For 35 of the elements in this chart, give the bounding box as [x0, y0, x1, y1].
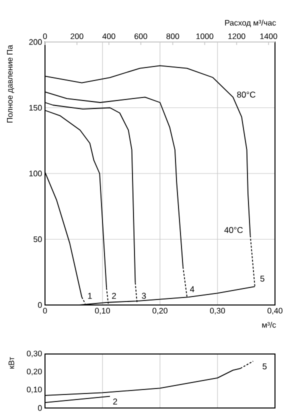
x2-tick-label: 1000	[196, 33, 214, 40]
annotation: 2	[112, 292, 116, 299]
annotation: 1	[88, 292, 92, 299]
y-tick-label: 50	[34, 236, 42, 242]
annotation: 3	[142, 292, 146, 299]
x-tick-label: 0,10	[95, 308, 110, 314]
x2-tick-label: 1200	[228, 33, 246, 40]
y-tick-label: 0	[38, 405, 42, 411]
y-tick-label: 0,30	[26, 350, 42, 358]
x2-axis-title: Расход м³/час	[225, 20, 276, 28]
x-tick-label: 0	[43, 308, 47, 314]
x2-tick-label: 200	[70, 33, 84, 40]
x2-tick-label: 600	[134, 33, 148, 40]
annotation: 4	[190, 286, 194, 292]
x-axis-title: м³/с	[262, 322, 276, 328]
x-tick-label: 0,30	[210, 308, 225, 314]
x2-tick-label: 800	[166, 33, 180, 40]
y-tick-label: 0,20	[26, 368, 42, 376]
x-tick-label: 0,40	[268, 308, 282, 314]
y-axis-title: кВт	[8, 356, 14, 369]
x2-tick-label: 1400	[260, 33, 278, 40]
y-axis-title: Полное давление Па	[7, 44, 14, 122]
annotation: 2	[113, 398, 118, 404]
y-tick-label: 200	[29, 39, 42, 45]
y-tick-label: 100	[29, 170, 42, 176]
y-tick-label: 0	[38, 302, 42, 308]
annotation: 80°C	[237, 92, 256, 98]
y-tick-label: 0,10	[26, 386, 42, 394]
y-tick-label: 150	[29, 104, 42, 111]
annotation: 5	[262, 363, 267, 370]
annotation: 40°C	[224, 227, 243, 234]
x-tick-label: 0,20	[152, 308, 168, 314]
x2-tick-label: 400	[102, 33, 116, 40]
annotation: 5	[260, 276, 264, 282]
x2-tick-label: 0	[43, 33, 47, 40]
